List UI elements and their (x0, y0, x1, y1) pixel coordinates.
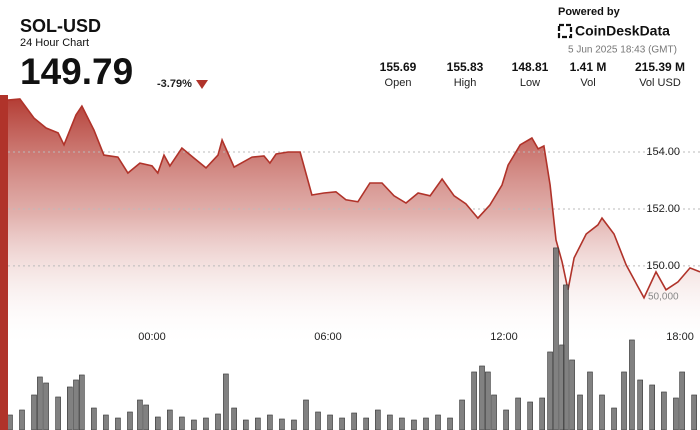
volume-bar (691, 394, 697, 430)
volume-bar (563, 284, 569, 430)
volume-bar (73, 379, 79, 430)
volume-bar (315, 411, 321, 430)
volume-bar (539, 397, 545, 430)
y-tick-label: 152.00 (646, 203, 680, 215)
volume-bar (611, 407, 617, 430)
volume-bar (55, 396, 61, 430)
stat-label: Open (385, 77, 412, 89)
volume-bar (115, 417, 121, 430)
volume-bar (661, 391, 667, 430)
stat-value: 155.69 (380, 60, 417, 74)
powered-by: Powered by (558, 6, 621, 18)
volume-bar (411, 419, 417, 430)
volume-bar (649, 384, 655, 430)
volume-bar (43, 382, 49, 430)
volume-bar (7, 414, 13, 430)
volume-bar (459, 399, 465, 430)
volume-bar (515, 397, 521, 430)
subtitle: 24 Hour Chart (20, 37, 89, 49)
volume-bar (587, 371, 593, 430)
y-tick-label: 154.00 (646, 146, 680, 158)
x-tick-label: 00:00 (138, 331, 166, 343)
volume-bar (351, 412, 357, 430)
volume-bar (339, 417, 345, 430)
stat-value: 1.41 M (570, 60, 607, 74)
volume-bar (91, 407, 97, 430)
plot: 150.00 152.00 154.00 00:00 06:00 12:00 18:00 50… (7, 98, 700, 430)
volume-bar (553, 247, 559, 430)
volume-bar (203, 417, 209, 430)
volume-bar (577, 394, 583, 430)
volume-bar (179, 416, 185, 430)
volume-bar (637, 379, 643, 430)
stat-value: 155.83 (447, 60, 484, 74)
change: -3.79% (157, 78, 192, 90)
y-tick-label: 150.00 (646, 260, 680, 272)
stat-label: High (454, 77, 477, 89)
volume-bar (279, 418, 285, 430)
timestamp: 5 Jun 2025 18:43 (GMT) (568, 45, 677, 56)
volume-tick-label: 50,000 (648, 292, 679, 303)
volume-bar (191, 419, 197, 430)
volume-bar (215, 413, 221, 430)
volume-bar (569, 359, 575, 430)
volume-bar (255, 417, 261, 430)
volume-bar (291, 419, 297, 430)
volume-bar (503, 409, 509, 430)
volume-bar (155, 416, 161, 430)
brand: CoinDeskData (575, 23, 670, 39)
volume-bar (127, 411, 133, 430)
stats: 155.69 Open 155.83 High 148.81 Low 1.41 M Vol 21… (380, 60, 685, 89)
brand-logo: CoinDeskData (557, 23, 670, 39)
stat-value: 215.39 M (635, 60, 685, 74)
volume-bar (231, 407, 237, 430)
volume-bar (37, 376, 43, 430)
volume-bar (447, 417, 453, 430)
volume-bar (479, 365, 485, 430)
volume-bar (67, 386, 73, 430)
volume-bar (423, 417, 429, 430)
area-fill (7, 99, 700, 430)
x-tick-label: 18:00 (666, 331, 694, 343)
volume-bar (19, 409, 25, 430)
stat-label: Vol (580, 77, 595, 89)
volume-bar (303, 399, 309, 430)
volume-bar (527, 401, 533, 430)
volume-bar (629, 339, 635, 430)
volume-bar (375, 409, 381, 430)
volume-bar (485, 371, 491, 430)
volume-bar (327, 414, 333, 430)
volume-bar (673, 397, 679, 430)
price: 149.79 (20, 51, 133, 92)
stat-label: Low (520, 77, 540, 89)
stat-label: Vol USD (639, 77, 681, 89)
x-tick-label: 12:00 (490, 331, 518, 343)
volume-bar (363, 417, 369, 430)
volume-bar (399, 417, 405, 430)
volume-bar (547, 351, 553, 430)
down-arrow (196, 80, 208, 89)
x-tick-label: 06:00 (314, 331, 342, 343)
volume-bar (267, 414, 273, 430)
volume-bar (143, 404, 149, 430)
volume-bar (79, 374, 85, 430)
stat-value: 148.81 (512, 60, 549, 74)
volume-bar (243, 419, 249, 430)
volume-bar (435, 414, 441, 430)
volume-bar (599, 394, 605, 430)
volume-bar (31, 394, 37, 430)
volume-bar (491, 394, 497, 430)
volume-bar (103, 414, 109, 430)
volume-bar (471, 371, 477, 430)
volume-bar (387, 414, 393, 430)
price-line (7, 98, 700, 300)
volume-bar (679, 371, 685, 430)
volume-bar (137, 399, 143, 430)
volume-bar (621, 371, 627, 430)
volume-bar (223, 373, 229, 430)
edge-bar (0, 95, 8, 430)
symbol: SOL-USD (20, 16, 101, 36)
volume-bar (167, 409, 173, 430)
